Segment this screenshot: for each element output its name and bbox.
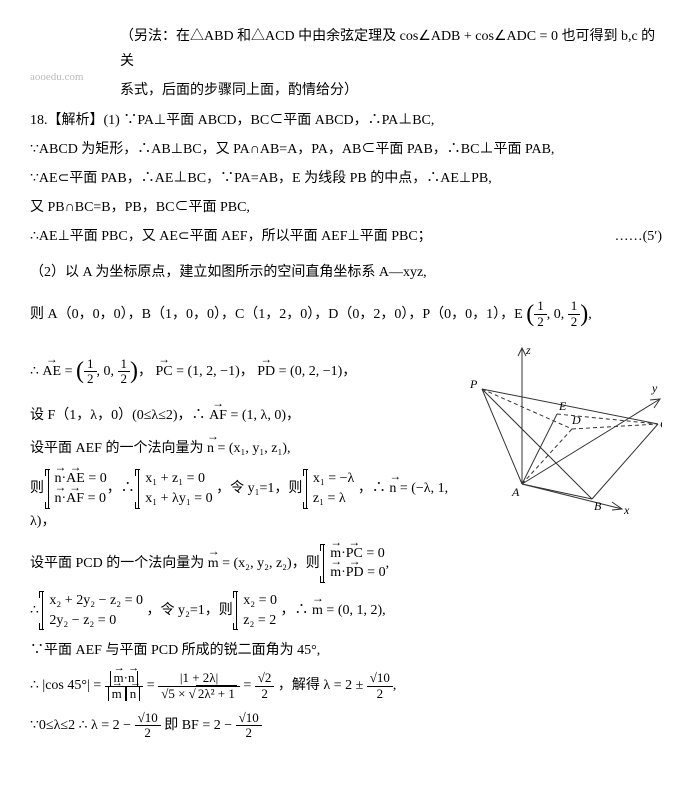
lbl-d: D — [571, 413, 581, 427]
angle-line: ∵平面 AEF 与平面 PCD 所成的锐二面角为 45°, — [30, 638, 662, 663]
sys3b: z₁ = λ — [313, 489, 354, 509]
sys3a: x₁ = −λ — [313, 469, 354, 489]
final-b: 即 BF = 2 − — [164, 718, 232, 733]
vec-m2: m — [312, 598, 323, 623]
score-marker: ……(5′) — [615, 224, 662, 249]
lbl-b: B — [594, 499, 602, 513]
pc-val: = (1, 2, −1) — [176, 364, 240, 379]
e-z: 1 — [568, 299, 581, 314]
solve-text: ，解得 λ = 2 ± — [278, 678, 363, 693]
p18-l5-text: ∴AE⊥平面 PBC，又 AE⊂平面 AEF，所以平面 AEF⊥平面 PBC； — [30, 229, 432, 244]
p18-l3: ∵AE⊂平面 PAB，∴AE⊥BC，∵PA=AB，E 为线段 PB 的中点，∴A… — [30, 166, 662, 191]
cos-den2: 2λ² + 1 — [196, 685, 237, 701]
vec-n: n — [207, 436, 214, 461]
sqrt10b: √10 — [135, 711, 161, 726]
watermark: aooedu.com — [30, 68, 83, 88]
n-def-prefix: 设平面 AEF 的一个法向量为 — [30, 441, 203, 456]
let-y1: ，令 y₁=1，则 — [216, 481, 302, 496]
vec-pc: PC — [156, 359, 173, 384]
cos-rhs-den: 2 — [255, 687, 275, 701]
ae-x: 1 — [84, 357, 97, 372]
cos-eq: ∴ |cos 45°| = m·n mn = |1 + 2λ| √5 × √2λ… — [30, 671, 662, 701]
af-val: = (1, λ, 0) — [230, 408, 286, 423]
lbl-e: E — [558, 399, 567, 413]
sys6a: x₂ = 0 — [243, 591, 277, 611]
sys2b: x₁ + λy₁ = 0 — [145, 489, 212, 509]
alt-method-1: （另法：在△ABD 和△ACD 中由余弦定理及 cos∠ADB + cos∠AD… — [30, 24, 662, 74]
m-def: = (x₂, y₂, z₂)，则 — [222, 556, 320, 571]
p18-l4: 又 PB∩BC=B，PB，BC⊂平面 PBC, — [30, 195, 662, 220]
vec-m: m — [208, 551, 219, 576]
n-def: = (x₁, y₁, z₁), — [217, 441, 290, 456]
lbl-z: z — [525, 344, 531, 357]
p18-coords: 则 A（0，0，0），B（1，0，0），C（1，2，0），D（0，2，0），P（… — [30, 293, 662, 336]
geometry-diagram: A B C D P E x y z — [462, 344, 662, 514]
e-x: 1 — [534, 299, 547, 314]
sys5a: x₂ + 2y₂ − z₂ = 0 — [49, 591, 143, 611]
two-a: 2 — [367, 687, 393, 701]
m-def-line: 设平面 PCD 的一个法向量为 m = (x₂, y₂, z₂)，则 m·PC … — [30, 544, 662, 583]
lbl-p: P — [469, 377, 478, 391]
ae-y: 0 — [104, 364, 111, 379]
cos-lhs: ∴ |cos 45°| = — [30, 678, 101, 693]
two-c: 2 — [236, 726, 262, 740]
e-dz: 2 — [568, 315, 581, 329]
p18-l2: ∵ABCD 为矩形，∴AB⊥BC，又 PA∩AB=A，PA，AB⊂平面 PAB，… — [30, 137, 662, 162]
m-system: ∴ x₂ + 2y₂ − z₂ = 02y₂ − z₂ = 0 ，令 y₂=1，… — [30, 591, 662, 630]
final-a: ∵0≤λ≤2 ∴ λ = 2 − — [30, 718, 131, 733]
cos-rhs-num: √2 — [255, 671, 275, 686]
m-val: = (0, 1, 2) — [326, 603, 382, 618]
vec-n2: n — [389, 476, 396, 501]
two-b: 2 — [135, 726, 161, 740]
coords-prefix: 则 A（0，0，0），B（1，0，0），C（1，2，0），D（0，2，0），P（… — [30, 307, 523, 322]
ae-dx: 2 — [84, 372, 97, 386]
let-y2: ，令 y₂=1，则 — [146, 603, 232, 618]
lbl-c: C — [660, 417, 662, 431]
vec-af: AF — [209, 403, 227, 428]
m-def-prefix: 设平面 PCD 的一个法向量为 — [30, 556, 204, 571]
e-dx: 2 — [534, 315, 547, 329]
cos-den1: √5 — [161, 686, 175, 701]
alt-method-2: 系式，后面的步骤同上面，酌情给分） — [30, 78, 662, 103]
lbl-x: x — [623, 503, 630, 514]
sqrt10c: √10 — [236, 711, 262, 726]
lbl-y: y — [651, 381, 658, 395]
lbl-a: A — [511, 485, 520, 499]
p18-l1: 18.【解析】(1) ∵PA⊥平面 ABCD，BC⊂平面 ABCD，∴PA⊥BC… — [30, 108, 662, 133]
sys2a: x₁ + z₁ = 0 — [145, 469, 212, 489]
p18-l6: （2）以 A 为坐标原点，建立如图所示的空间直角坐标系 A—xyz, — [30, 260, 662, 285]
f-def-prefix: 设 F（1，λ，0）(0≤λ≤2)，∴ — [30, 408, 209, 423]
p18-l5: ∴AE⊥平面 PBC，又 AE⊂平面 AEF，所以平面 AEF⊥平面 PBC； … — [30, 224, 662, 249]
sys5b: 2y₂ − z₂ = 0 — [49, 611, 143, 631]
sys6b: z₂ = 2 — [243, 611, 277, 631]
sqrt10a: √10 — [367, 671, 393, 686]
e-y: 0 — [554, 307, 561, 322]
vec-ae: AE — [42, 359, 61, 384]
ae-dz: 2 — [118, 372, 131, 386]
vec-pd: PD — [257, 359, 275, 384]
final-line: ∵0≤λ≤2 ∴ λ = 2 − √102 即 BF = 2 − √102 — [30, 711, 662, 741]
ae-z: 1 — [118, 357, 131, 372]
pd-val: = (0, 2, −1) — [279, 364, 343, 379]
